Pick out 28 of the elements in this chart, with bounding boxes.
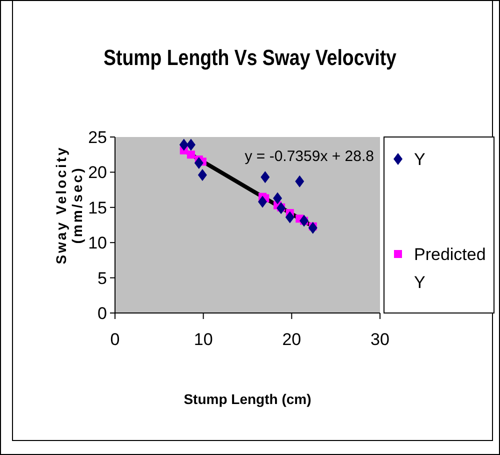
annotation: y = -0.7359x + 28.8 <box>244 148 374 165</box>
point <box>308 222 318 234</box>
x-axis-title: Stump Length (cm) <box>184 391 312 407</box>
y-tick-label: 5 <box>98 268 107 288</box>
y-tick-label: 0 <box>98 304 107 323</box>
legend-label: Y <box>414 150 426 169</box>
point <box>186 138 196 151</box>
point <box>295 175 304 188</box>
x-tick-label: 20 <box>282 330 302 349</box>
point <box>179 138 188 151</box>
y-tick-label: 20 <box>88 163 107 182</box>
point <box>194 157 204 170</box>
point <box>258 196 268 208</box>
point <box>260 171 270 184</box>
y-tick-label: 10 <box>88 234 107 253</box>
y-tick-label: 25 <box>88 128 107 147</box>
x-tick-label: 0 <box>110 330 120 349</box>
y-axis-title: Sway Velocity (mm/sec) <box>53 146 85 264</box>
point <box>273 192 282 204</box>
point <box>285 211 294 224</box>
x-tick-label: 30 <box>370 330 390 349</box>
chart-title: Stump Length Vs Sway Velocvity <box>104 46 398 70</box>
y-tick-label: 15 <box>88 198 107 218</box>
legend-label: Predicted Y <box>414 245 486 292</box>
point <box>198 169 207 182</box>
x-tick-label: 10 <box>194 330 213 349</box>
point <box>186 150 195 159</box>
point <box>276 202 286 214</box>
